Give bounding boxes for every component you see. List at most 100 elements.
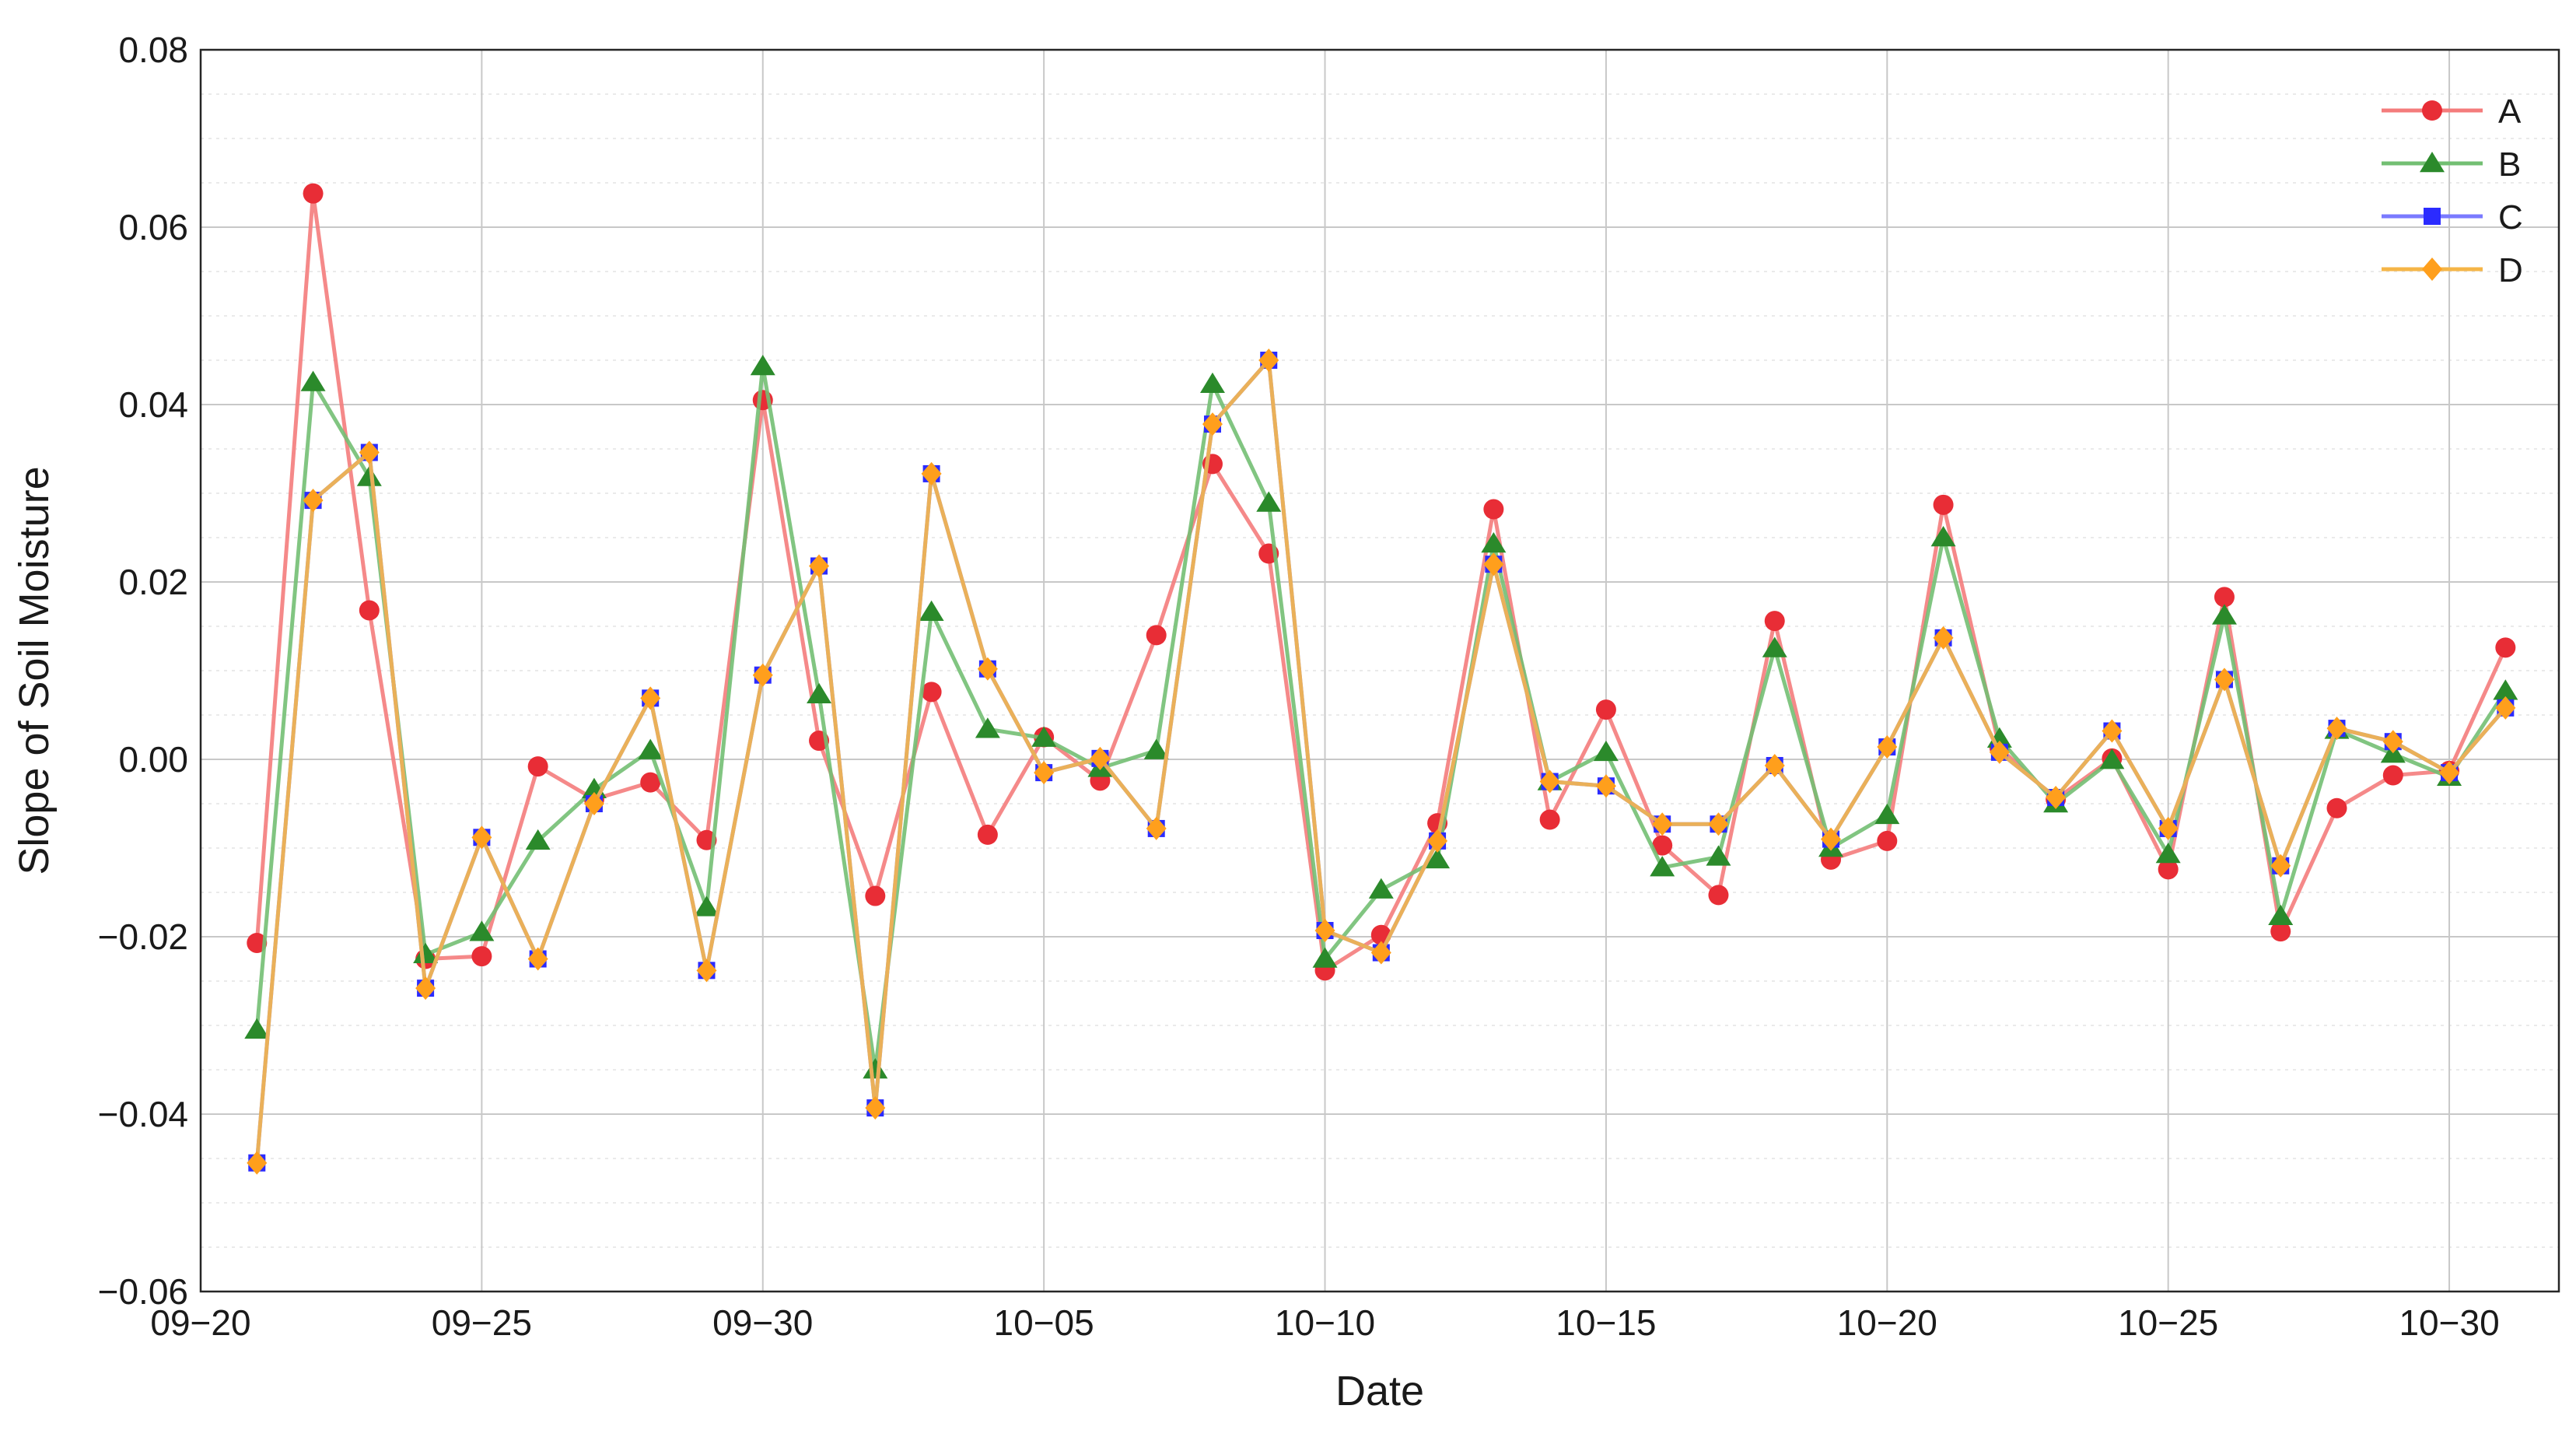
data-point-B xyxy=(2211,604,2237,625)
data-point-B xyxy=(1368,878,1394,899)
x-axis-title: Date xyxy=(1335,1368,1424,1414)
data-point-D xyxy=(2382,730,2403,754)
data-point-B xyxy=(300,370,326,391)
data-point-D xyxy=(2158,816,2179,840)
data-point-D xyxy=(2495,696,2516,720)
legend-item-C: C xyxy=(2382,198,2523,237)
legend-item-D: D xyxy=(2382,251,2523,289)
data-point-D xyxy=(1146,816,1167,840)
data-point-B xyxy=(807,682,832,704)
legend-label-A: A xyxy=(2498,93,2522,131)
data-point-D xyxy=(977,657,998,681)
data-point-A xyxy=(1708,885,1729,906)
data-point-B xyxy=(2099,748,2125,769)
data-point-B xyxy=(469,920,495,941)
x-tick-label: 10−05 xyxy=(994,1302,1094,1343)
data-point-B xyxy=(1762,636,1787,657)
data-point-D xyxy=(2270,853,2291,878)
data-point-B xyxy=(413,942,439,964)
data-point-D xyxy=(1652,812,1673,836)
data-point-D xyxy=(2439,761,2460,785)
data-point-B xyxy=(1481,531,1507,553)
data-point-B xyxy=(1143,738,1169,759)
x-tick-label: 09−20 xyxy=(150,1302,250,1343)
data-point-D xyxy=(1933,626,1954,650)
series-B xyxy=(244,354,2518,1079)
data-point-D xyxy=(1483,552,1504,577)
data-point-D xyxy=(865,1096,886,1120)
data-point-B xyxy=(863,1058,888,1079)
y-tick-label: 0.06 xyxy=(118,207,188,247)
data-point-D xyxy=(1764,753,1785,777)
data-point-A xyxy=(2214,587,2235,608)
legend-marker-C xyxy=(2424,208,2441,225)
data-point-B xyxy=(356,465,382,486)
data-point-A xyxy=(1933,494,1954,515)
x-tick-label: 10−15 xyxy=(1556,1302,1656,1343)
data-point-A xyxy=(640,772,661,793)
data-point-D xyxy=(752,663,773,687)
data-point-B xyxy=(1593,740,1619,762)
data-point-D xyxy=(2214,668,2235,692)
data-point-A xyxy=(1539,809,1560,830)
legend-marker-D xyxy=(2422,258,2442,281)
legend-label-D: D xyxy=(2498,251,2523,289)
x-tick-label: 09−30 xyxy=(712,1302,813,1343)
data-point-B xyxy=(1425,847,1451,869)
data-point-D xyxy=(247,1151,268,1175)
y-tick-label: −0.02 xyxy=(98,917,188,957)
data-point-A xyxy=(1764,611,1785,632)
y-tick-label: 0.08 xyxy=(118,30,188,70)
data-point-A xyxy=(2270,921,2291,942)
data-point-D xyxy=(921,461,942,485)
series-layer xyxy=(244,183,2518,1175)
data-point-A xyxy=(1483,499,1504,520)
data-point-D xyxy=(1821,827,1842,851)
data-point-B xyxy=(1930,526,1956,547)
series-D xyxy=(247,349,2516,1175)
data-point-D xyxy=(696,959,717,983)
legend-marker-A xyxy=(2422,100,2442,121)
data-point-D xyxy=(1090,746,1111,770)
legend-item-A: A xyxy=(2382,93,2522,131)
data-point-A xyxy=(865,885,886,906)
data-point-B xyxy=(244,1018,270,1039)
data-point-D xyxy=(303,489,324,513)
data-point-D xyxy=(1314,919,1335,943)
data-point-A xyxy=(1595,699,1616,720)
data-point-A xyxy=(1877,830,1898,851)
data-point-D xyxy=(1034,761,1055,785)
data-point-A xyxy=(303,183,324,204)
data-point-B xyxy=(1312,947,1338,968)
x-tick-label: 10−25 xyxy=(2118,1302,2218,1343)
legend-item-B: B xyxy=(2382,145,2521,184)
data-point-B xyxy=(1031,726,1057,747)
data-point-B xyxy=(525,829,551,850)
data-point-D xyxy=(1370,941,1391,965)
y-tick-label: 0.02 xyxy=(118,562,188,602)
data-point-D xyxy=(1877,735,1898,759)
data-point-D xyxy=(1595,774,1616,798)
data-point-A xyxy=(247,932,268,953)
data-point-A xyxy=(2158,859,2179,880)
data-point-A xyxy=(1146,625,1167,646)
y-tick-label: 0.00 xyxy=(118,739,188,780)
y-axis-tick-labels: −0.06 −0.04 −0.02 0.00 0.02 0.04 0.06 0.08 xyxy=(98,30,188,1312)
data-point-B xyxy=(638,738,663,759)
y-tick-label: −0.06 xyxy=(98,1271,188,1312)
series-A xyxy=(247,183,2516,981)
data-point-A xyxy=(977,824,998,845)
data-point-B xyxy=(1706,845,1731,866)
data-point-B xyxy=(2268,904,2294,926)
data-point-B xyxy=(750,354,775,376)
data-point-D xyxy=(809,554,830,578)
y-axis-title: Slope of Soil Moisture xyxy=(11,466,58,874)
y-tick-label: −0.04 xyxy=(98,1094,188,1134)
data-point-D xyxy=(2326,717,2347,741)
legend-label-B: B xyxy=(2498,145,2521,184)
data-point-A xyxy=(527,756,548,777)
data-point-D xyxy=(640,686,661,710)
x-tick-label: 10−30 xyxy=(2399,1302,2499,1343)
data-point-B xyxy=(1874,803,1900,825)
data-point-D xyxy=(527,947,548,971)
